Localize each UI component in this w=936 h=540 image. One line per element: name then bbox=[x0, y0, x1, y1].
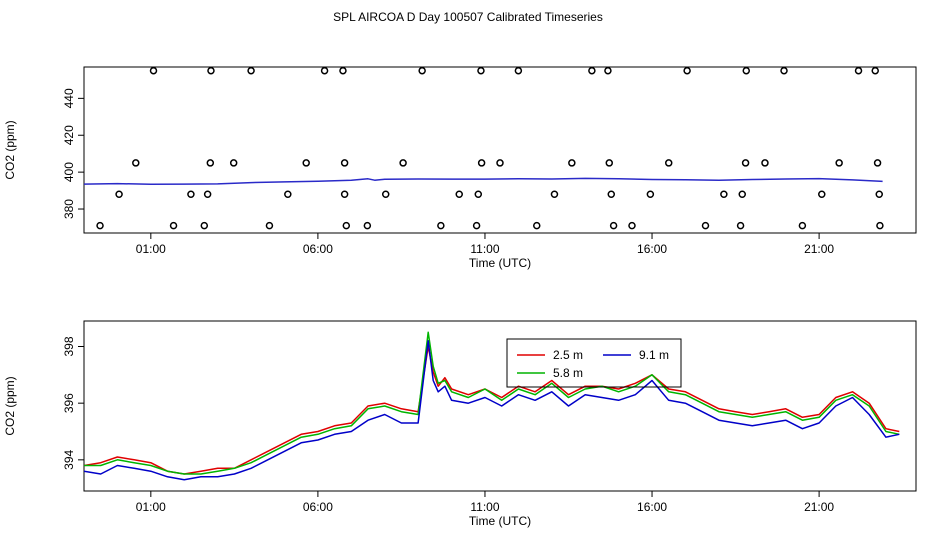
data-point bbox=[854, 67, 863, 75]
data-point bbox=[203, 190, 212, 199]
data-point bbox=[607, 190, 616, 199]
x-tick-label: 06:00 bbox=[303, 242, 333, 256]
data-point bbox=[683, 67, 691, 75]
data-point bbox=[588, 67, 596, 75]
y-axis-label: CO2 (ppm) bbox=[3, 376, 17, 435]
data-point bbox=[741, 159, 750, 167]
data-point bbox=[169, 221, 178, 230]
data-point bbox=[736, 221, 745, 230]
data-point bbox=[605, 159, 614, 167]
legend-label: 9.1 m bbox=[639, 348, 669, 362]
data-point bbox=[609, 221, 618, 230]
data-point bbox=[363, 221, 372, 230]
plot-frame bbox=[83, 66, 917, 234]
legend-box bbox=[506, 338, 682, 388]
x-tick-label: 06:00 bbox=[303, 500, 333, 514]
series-line bbox=[84, 177, 883, 186]
data-point bbox=[514, 67, 523, 75]
figure-title: SPL AIRCOA D Day 100507 Calibrated Times… bbox=[333, 10, 603, 24]
plot-area bbox=[84, 331, 900, 481]
y-tick-label: 380 bbox=[62, 199, 76, 219]
series-line-2-5-m bbox=[84, 345, 900, 475]
series-line-5-8-m bbox=[84, 331, 900, 475]
x-tick-label: 21:00 bbox=[804, 500, 834, 514]
panel-bottom: 01:00 06:00 11:00 16:00 21:00 394 396 398 Time (… bbox=[3, 320, 917, 528]
y-tick-label: 400 bbox=[62, 162, 76, 182]
data-point bbox=[342, 221, 351, 230]
data-point bbox=[284, 190, 292, 199]
panel-top: 01:00 06:00 11:00 16:00 21:00 380 400 420 440 Tim… bbox=[3, 66, 917, 270]
x-tick-label: 21:00 bbox=[804, 242, 834, 256]
legend-label: 2.5 m bbox=[553, 348, 583, 362]
data-point bbox=[340, 190, 349, 199]
data-point bbox=[477, 67, 485, 75]
data-point bbox=[381, 190, 390, 199]
data-point bbox=[437, 221, 445, 230]
data-point bbox=[875, 190, 883, 199]
data-point bbox=[496, 159, 504, 167]
data-point bbox=[455, 190, 463, 199]
data-point bbox=[780, 67, 788, 75]
x-tick-label: 16:00 bbox=[637, 500, 667, 514]
x-tick-label: 16:00 bbox=[637, 242, 667, 256]
y-axis-label: CO2 (ppm) bbox=[3, 120, 17, 179]
x-axis-label: Time (UTC) bbox=[469, 256, 531, 270]
data-point bbox=[568, 159, 576, 167]
data-point bbox=[628, 221, 636, 230]
x-axis-label: Time (UTC) bbox=[469, 514, 531, 528]
data-point bbox=[320, 67, 329, 75]
data-point bbox=[187, 190, 195, 199]
data-point bbox=[472, 221, 481, 230]
data-point bbox=[742, 67, 751, 75]
plot-area bbox=[84, 67, 884, 230]
data-point bbox=[418, 67, 426, 75]
legend-label: 5.8 m bbox=[553, 366, 583, 380]
y-tick-label: 398 bbox=[62, 336, 76, 356]
data-point bbox=[207, 67, 215, 75]
data-point bbox=[149, 67, 158, 75]
data-point bbox=[339, 67, 347, 75]
data-point bbox=[664, 159, 673, 167]
data-point bbox=[132, 159, 140, 167]
data-point bbox=[873, 159, 882, 167]
data-point bbox=[229, 159, 238, 167]
data-point bbox=[604, 67, 612, 75]
data-point bbox=[206, 159, 215, 167]
data-point bbox=[265, 221, 274, 230]
data-point bbox=[798, 221, 807, 230]
data-point bbox=[871, 67, 879, 75]
data-point bbox=[115, 190, 123, 199]
data-point bbox=[399, 159, 407, 167]
data-point bbox=[302, 159, 310, 167]
data-point bbox=[474, 190, 483, 199]
plot-frame bbox=[83, 320, 917, 492]
series-line-9-1-m bbox=[84, 340, 900, 481]
data-point bbox=[646, 190, 655, 199]
data-point bbox=[550, 190, 559, 199]
x-tick-label: 11:00 bbox=[470, 500, 499, 514]
data-point bbox=[876, 221, 884, 230]
data-point bbox=[720, 190, 728, 199]
x-tick-label: 11:00 bbox=[470, 242, 499, 256]
data-point bbox=[200, 221, 209, 230]
x-tick-label: 01:00 bbox=[136, 242, 166, 256]
y-tick-label: 394 bbox=[62, 450, 76, 470]
y-tick-label: 396 bbox=[62, 393, 76, 413]
data-point bbox=[477, 159, 486, 167]
data-point bbox=[533, 221, 541, 230]
data-point bbox=[738, 190, 746, 199]
data-point bbox=[701, 221, 710, 230]
y-tick-label: 420 bbox=[62, 125, 76, 145]
data-point bbox=[835, 159, 843, 167]
x-tick-label: 01:00 bbox=[136, 500, 166, 514]
data-point bbox=[247, 67, 255, 75]
y-tick-label: 440 bbox=[62, 88, 76, 108]
data-point bbox=[96, 221, 104, 230]
data-point bbox=[761, 159, 769, 167]
data-point bbox=[818, 190, 826, 199]
data-point bbox=[340, 159, 349, 167]
